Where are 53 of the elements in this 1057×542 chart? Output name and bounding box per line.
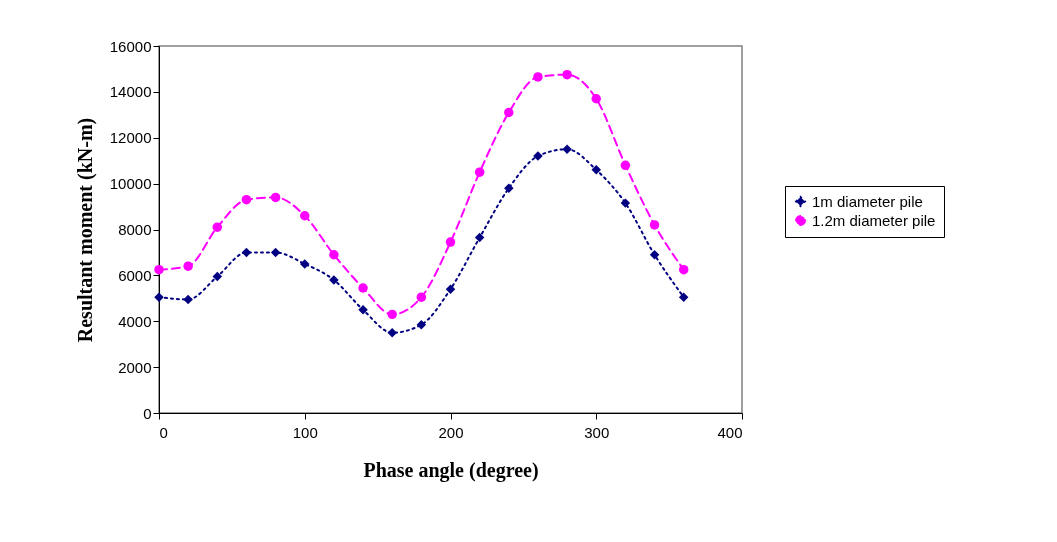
point (504, 107, 514, 118)
point (270, 247, 281, 258)
x-tick-label: 200 (438, 423, 464, 441)
point (678, 292, 689, 302)
point (300, 259, 310, 269)
point (358, 283, 368, 293)
point (183, 261, 193, 271)
y-tick-label: 2000 (118, 358, 152, 376)
point (649, 220, 660, 230)
legend-label: 1.2m diameter pile (812, 211, 936, 229)
point (270, 192, 281, 203)
point (620, 160, 631, 171)
point (358, 305, 368, 315)
point (387, 327, 397, 338)
point (416, 292, 427, 302)
y-tick-label: 16000 (109, 37, 152, 55)
x-tick-label: 400 (717, 423, 743, 441)
point (183, 294, 193, 305)
point (533, 72, 543, 82)
y-tick-label: 14000 (109, 83, 152, 101)
legend-label: 1m diameter pile (812, 192, 923, 210)
point (562, 69, 572, 80)
point (329, 250, 339, 260)
y-tick-label: 12000 (109, 129, 152, 147)
point (649, 249, 660, 260)
point (474, 167, 485, 177)
point (678, 264, 689, 275)
point (241, 194, 252, 205)
point (591, 94, 601, 104)
point (212, 271, 223, 282)
y-tick-label: 4000 (118, 312, 152, 330)
point (241, 247, 252, 258)
x-tick-label: 0 (159, 423, 168, 441)
y-tick-label: 0 (143, 404, 152, 422)
point (300, 211, 310, 221)
point (445, 284, 456, 294)
point (387, 309, 397, 320)
point (154, 264, 164, 275)
point (562, 144, 572, 154)
point (445, 237, 456, 247)
point (620, 198, 631, 208)
point (474, 232, 485, 243)
x-tick-label: 100 (292, 423, 318, 441)
x-tick-label: 300 (584, 423, 610, 441)
point (212, 222, 223, 232)
y-axis-title: Resultant moment (kN-m) (73, 117, 97, 343)
y-tick-label: 6000 (118, 266, 152, 284)
point (416, 319, 427, 330)
point (591, 165, 601, 175)
y-tick-label: 8000 (118, 221, 152, 238)
y-tick-label: 10000 (109, 175, 152, 193)
x-axis-title: Phase angle (degree) (363, 458, 539, 482)
point (504, 183, 514, 193)
